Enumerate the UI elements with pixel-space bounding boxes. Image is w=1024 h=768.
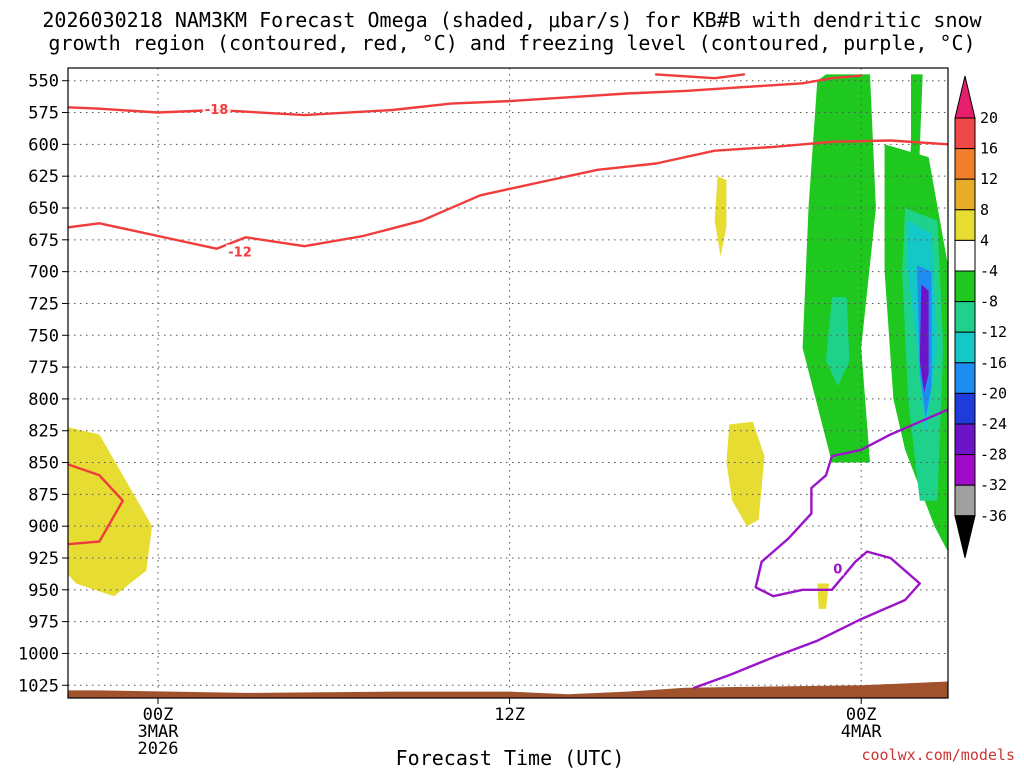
- y-axis: 550 575 600 625 650 675 700 725 750 775 800 825 850 8…: [18, 72, 68, 696]
- colorbar-segment-8: [954, 331, 976, 364]
- colorbar-segment-13: [954, 484, 976, 517]
- colorbar-label-6: -8: [980, 293, 998, 311]
- contour-label-bg-2: [0, 547, 11, 561]
- colorbar-label-13: -36: [980, 507, 1007, 525]
- x-tick-label-24-0: 00Z: [846, 705, 877, 725]
- x-tick-label-0-2: 2026: [138, 739, 179, 759]
- contour-label-6: 0: [833, 562, 842, 577]
- y-tick-label-700: 700: [28, 263, 59, 283]
- contour-label-1: -12: [228, 246, 252, 261]
- y-tick-label-875: 875: [28, 485, 59, 505]
- y-tick-label-850: 850: [28, 454, 59, 474]
- colorbar-label-0: 20: [980, 109, 998, 127]
- chart-title-line-2: growth region (contoured, red, °C) and f…: [48, 31, 975, 55]
- plot-background: [68, 68, 948, 698]
- colorbar-label-4: 4: [980, 231, 989, 249]
- dgz-line-1: [68, 74, 863, 117]
- x-axis: 00Z3MAR202612Z00Z4MAR12Z00Z5MAR: [138, 698, 883, 759]
- y-tick-label-950: 950: [28, 581, 59, 601]
- colorbar-segment-9: [954, 362, 976, 394]
- contour-label-bg-6: [831, 561, 844, 576]
- y-tick-label-550: 550: [28, 72, 59, 92]
- contour-label-bg-1: [226, 244, 255, 259]
- y-tick-label-800: 800: [28, 390, 59, 410]
- colorbar-segment-2: [954, 148, 976, 180]
- y-tick-label-775: 775: [28, 358, 59, 378]
- omega-region-descent-b: [726, 421, 765, 527]
- omega-region-ascent-core-k: [919, 284, 929, 393]
- dgz-line-3: [654, 73, 746, 80]
- y-tick-label-725: 725: [28, 294, 59, 314]
- colorbar: 20 16 12 8 4 -4 -8 -12 -16 -20 -24 -28 -32 -36: [954, 75, 1007, 558]
- contours: [68, 73, 948, 689]
- chart-title-line-1: 2026030218 NAM3KM Forecast Omega (shaded…: [42, 8, 982, 32]
- credit-text: coolwx.com/models: [861, 746, 1015, 764]
- colorbar-segment-3: [954, 178, 976, 211]
- terrain-fill: [68, 681, 948, 698]
- x-tick-label-0-0: 00Z: [143, 705, 174, 725]
- x-tick-label-24-1: 4MAR: [841, 722, 883, 742]
- colorbar-label-8: -16: [980, 354, 1007, 372]
- y-tick-label-625: 625: [28, 167, 59, 187]
- omega-region-ascent-core-a: [826, 297, 850, 387]
- y-tick-label-1025: 1025: [18, 676, 59, 696]
- y-tick-label-1000: 1000: [18, 644, 59, 664]
- colorbar-segment-1: [954, 117, 976, 150]
- omega-region-descent-c: [714, 176, 727, 257]
- colorbar-segment-top: [954, 75, 976, 119]
- contour-label-2: -12: [0, 548, 9, 563]
- colorbar-segment-bottom: [954, 515, 976, 558]
- colorbar-label-7: -12: [980, 323, 1007, 341]
- omega-region-ascent-band-1: [802, 74, 876, 463]
- freezing-line-main: [693, 408, 948, 689]
- x-axis-label: Forecast Time (UTC): [396, 746, 625, 768]
- colorbar-segment-12: [954, 454, 976, 486]
- x-tick-label-12-0: 12Z: [494, 705, 525, 725]
- y-tick-label-600: 600: [28, 135, 59, 155]
- colorbar-segment-10: [954, 392, 976, 425]
- y-tick-label-650: 650: [28, 199, 59, 219]
- colorbar-segment-4: [954, 209, 976, 241]
- colorbar-label-5: -4: [980, 262, 998, 280]
- colorbar-label-11: -28: [980, 446, 1007, 464]
- contour-labels: -18-12-12-12-12000: [0, 102, 844, 577]
- omega-region-ascent-band-4: [1017, 74, 1024, 647]
- colorbar-label-12: -32: [980, 476, 1007, 494]
- colorbar-label-2: 12: [980, 170, 998, 188]
- dgz-line-5: [68, 463, 125, 546]
- colorbar-segment-11: [954, 423, 976, 456]
- contour-label-0: -18: [205, 103, 229, 118]
- plot-border: [67, 67, 949, 699]
- y-tick-label-575: 575: [28, 104, 59, 124]
- colorbar-label-9: -20: [980, 384, 1007, 402]
- colorbar-segment-6: [954, 270, 976, 303]
- y-tick-label-750: 750: [28, 326, 59, 346]
- y-tick-label-900: 900: [28, 517, 59, 537]
- terrain: [68, 681, 948, 698]
- y-tick-label-975: 975: [28, 613, 59, 633]
- y-tick-label-925: 925: [28, 549, 59, 569]
- colorbar-segment-5: [954, 239, 976, 272]
- dgz-line-4: [68, 139, 948, 250]
- y-tick-label-675: 675: [28, 231, 59, 251]
- contour-label-bg-0: [202, 102, 231, 116]
- omega-shading: [68, 74, 1024, 647]
- colorbar-label-3: 8: [980, 201, 989, 219]
- colorbar-segment-7: [954, 301, 976, 333]
- omega-region-descent-a: [68, 427, 153, 597]
- colorbar-label-1: 16: [980, 140, 998, 158]
- y-tick-label-825: 825: [28, 422, 59, 442]
- plot-area: -18-12-12-12-12000: [0, 67, 1024, 699]
- x-tick-label-0-1: 3MAR: [138, 722, 180, 742]
- colorbar-label-10: -24: [980, 415, 1007, 433]
